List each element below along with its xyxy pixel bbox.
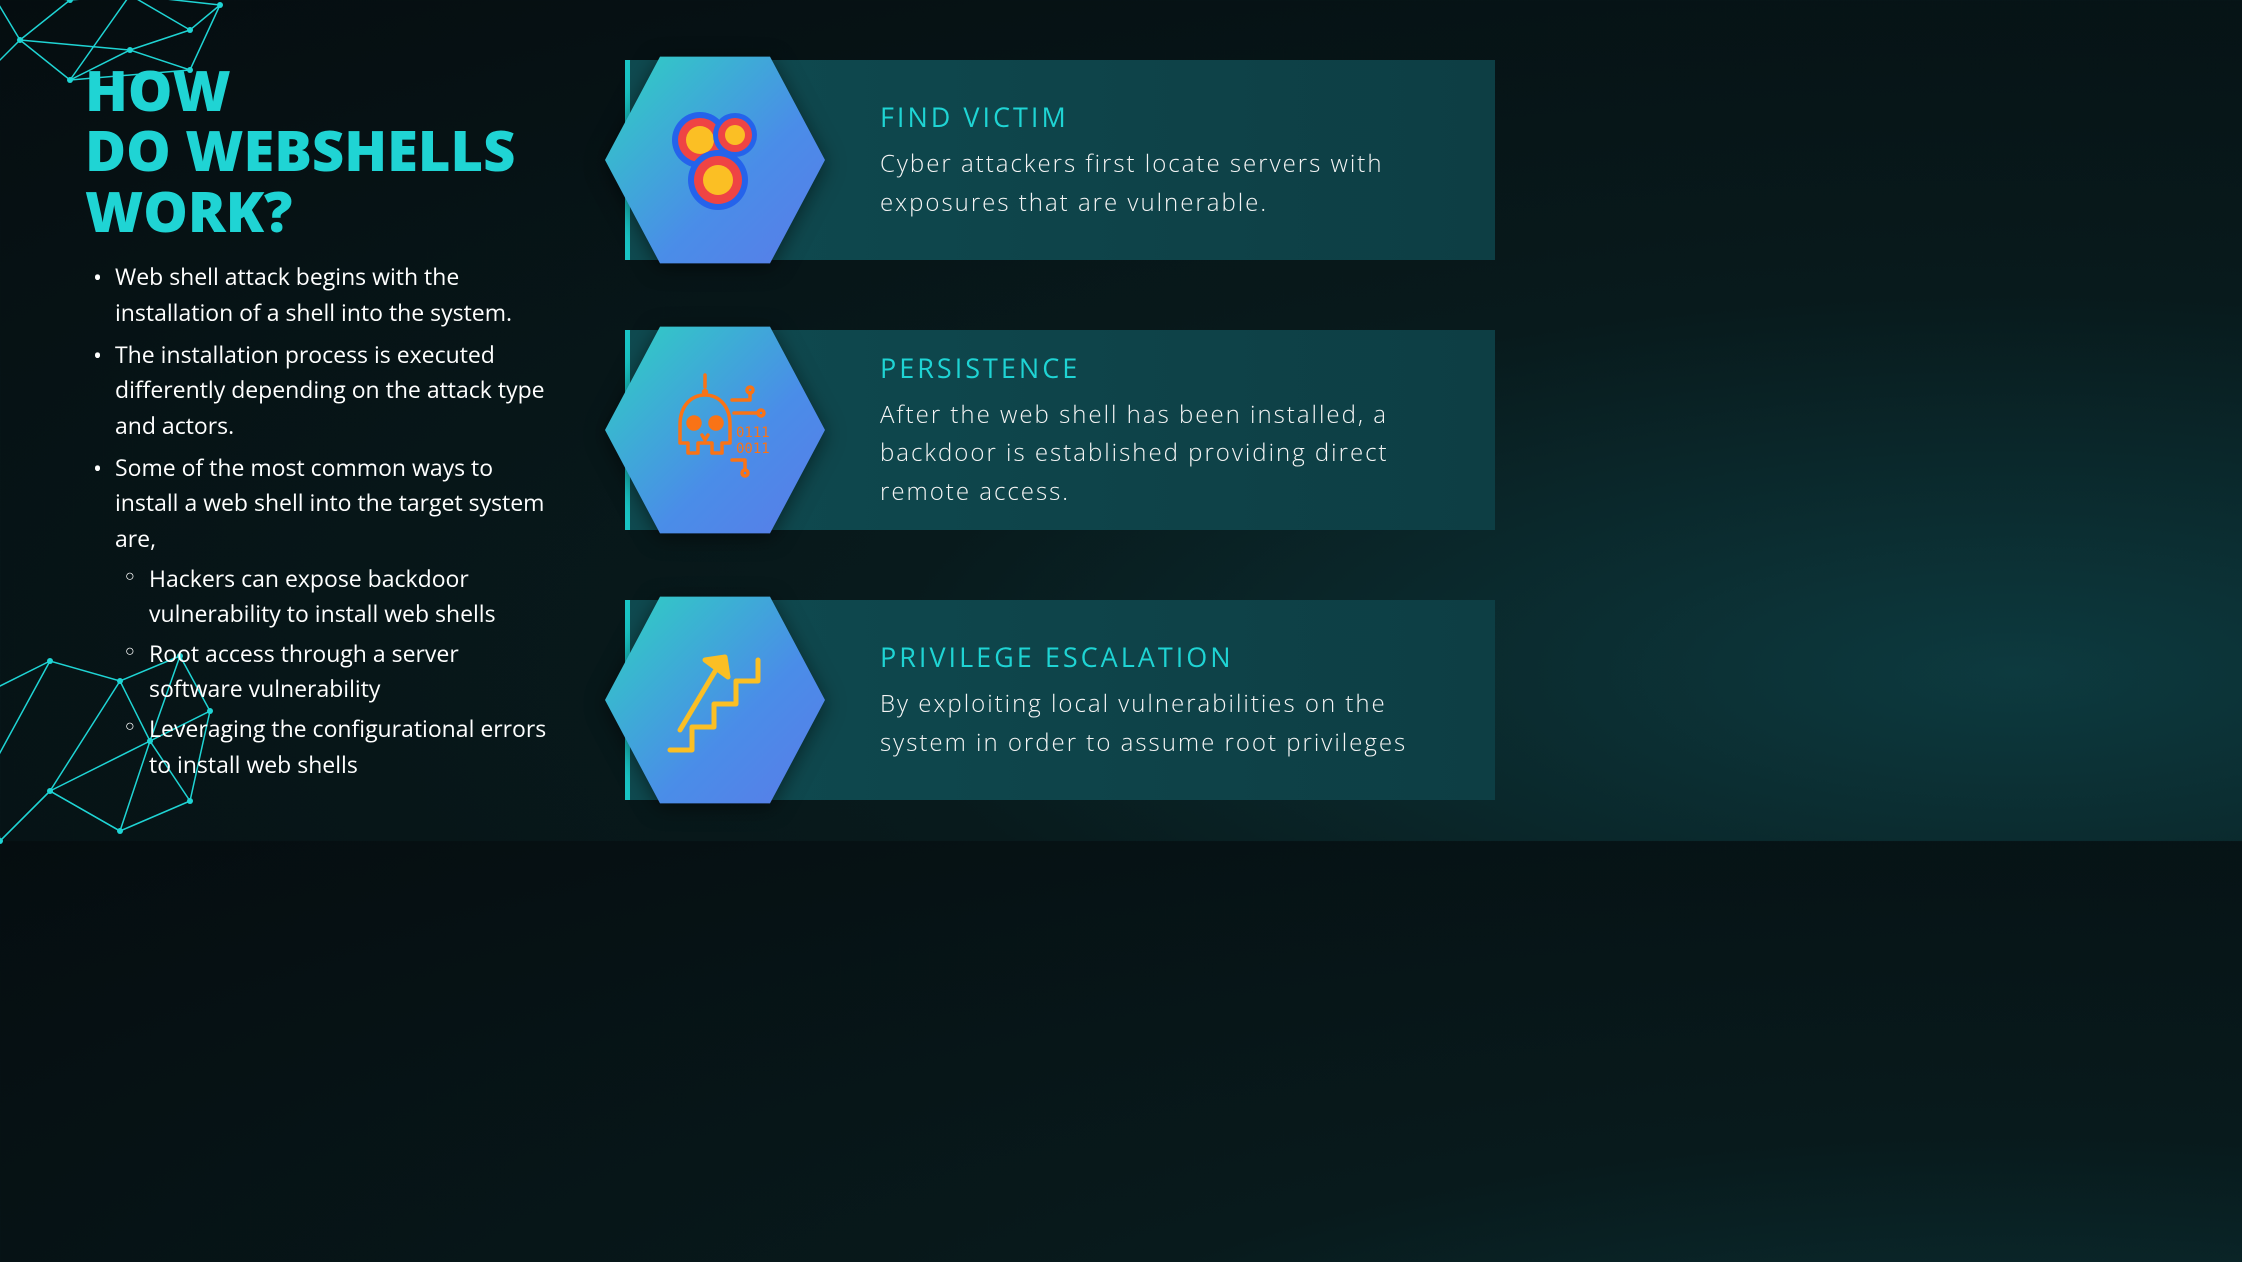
bullet-list: Web shell attack begins with the install… <box>85 259 555 782</box>
sub-bullet-item: Hackers can expose backdoor vulnerabilit… <box>115 561 555 632</box>
cells-icon <box>650 95 780 225</box>
bullet-item: Some of the most common ways to install … <box>85 450 555 783</box>
left-column: HOW DO WEBSHELLS WORK? Web shell attack … <box>85 60 555 788</box>
bullet-item: Web shell attack begins with the install… <box>85 259 555 330</box>
sub-bullet-item: Leveraging the configurational errors to… <box>115 711 555 782</box>
hexagon-shape <box>605 590 825 810</box>
card-desc: By exploiting local vulnerabilities on t… <box>880 685 1455 762</box>
card-find-victim: FIND VICTIM Cyber attackers first locate… <box>565 50 1495 270</box>
bullet-text: Some of the most common ways to install … <box>115 451 544 554</box>
card-title: PERSISTENCE <box>880 349 1455 386</box>
card-desc: After the web shell has been installed, … <box>880 396 1455 511</box>
svg-text:0111: 0111 <box>736 425 770 441</box>
cards-column: FIND VICTIM Cyber attackers first locate… <box>565 50 1495 810</box>
hexagon-shape <box>605 50 825 270</box>
page-title: HOW DO WEBSHELLS WORK? <box>85 60 555 241</box>
sub-bullet-item: Root access through a server software vu… <box>115 636 555 707</box>
title-line-3: WORK? <box>85 173 292 249</box>
hexagon-icon-container <box>605 50 825 270</box>
card-title: FIND VICTIM <box>880 98 1455 135</box>
hexagon-icon-container: 0111 0011 <box>605 320 825 540</box>
card-title: PRIVILEGE ESCALATION <box>880 638 1455 675</box>
card-privilege-escalation: PRIVILEGE ESCALATION By exploiting local… <box>565 590 1495 810</box>
stairs-arrow-icon <box>650 635 780 765</box>
hexagon-shape: 0111 0011 <box>605 320 825 540</box>
hexagon-icon-container <box>605 590 825 810</box>
svg-text:0011: 0011 <box>736 441 770 457</box>
sub-bullet-list: Hackers can expose backdoor vulnerabilit… <box>115 561 555 783</box>
card-persistence: PERSISTENCE After the web shell has been… <box>565 320 1495 540</box>
card-desc: Cyber attackers first locate servers wit… <box>880 145 1455 222</box>
bullet-item: The installation process is executed dif… <box>85 337 555 444</box>
skull-code-icon: 0111 0011 <box>650 365 780 495</box>
